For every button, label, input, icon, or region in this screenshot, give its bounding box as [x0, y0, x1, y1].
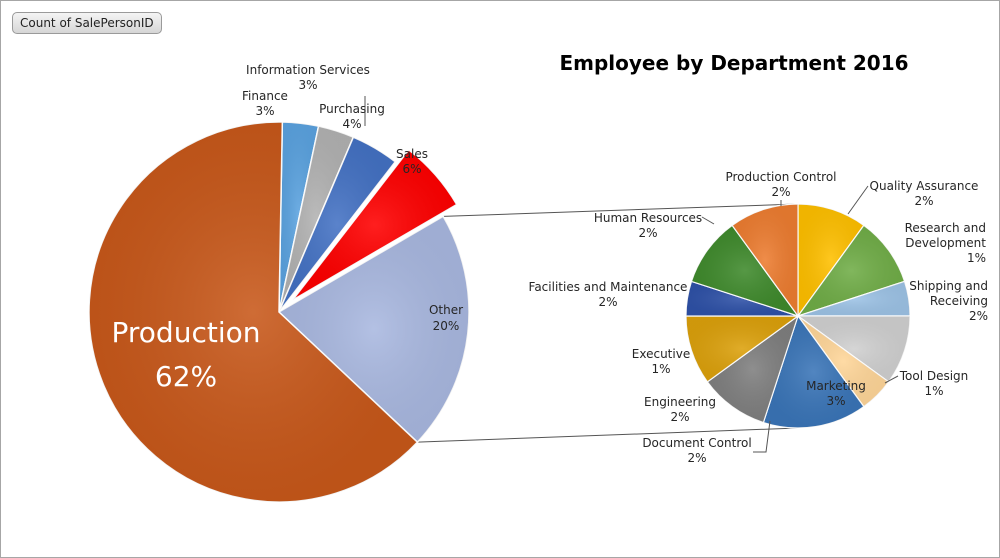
- data-label-facilities-and-maintenance: Facilities and Maintenance 2%: [529, 280, 688, 309]
- label-text-engineering: Engineering 2%: [644, 395, 716, 424]
- leader-line-human-resources: [701, 216, 715, 225]
- label-name: Marketing: [806, 379, 866, 393]
- label-percent: 6%: [402, 162, 421, 176]
- label-percent: 2%: [969, 309, 988, 323]
- label-text-marketing: Marketing 3%: [806, 379, 866, 408]
- label-text-document-control: Document Control 2%: [642, 436, 751, 465]
- label-text-facilities-and-maintenance: Facilities and Maintenance 2%: [529, 280, 688, 309]
- label-text-production-control: Production Control 2%: [725, 170, 836, 199]
- label-percent: 4%: [342, 117, 361, 131]
- main-pie: [88, 121, 470, 503]
- data-label-purchasing: Purchasing 4%: [319, 102, 385, 131]
- label-name: Production: [112, 316, 261, 349]
- pivot-field-button[interactable]: Count of SalePersonID: [12, 12, 162, 34]
- label-text-sales: Sales 6%: [396, 147, 428, 176]
- data-label-engineering: Engineering 2%: [644, 395, 716, 424]
- data-label-quality-assurance: Quality Assurance 2%: [847, 179, 979, 215]
- label-percent: 62%: [155, 360, 217, 393]
- label-percent: 1%: [651, 362, 670, 376]
- label-text-human-resources: Human Resources 2%: [594, 211, 702, 240]
- data-label-production-control: Production Control 2%: [725, 170, 837, 206]
- label-name: Sales: [396, 147, 428, 161]
- label-percent: 3%: [298, 78, 317, 92]
- data-label-other: Other 20%: [429, 303, 463, 333]
- data-label-human-resources: Human Resources 2%: [594, 211, 715, 240]
- label-name: Purchasing: [319, 102, 385, 116]
- label-percent: 2%: [914, 194, 933, 208]
- leader-line-document-control: [753, 420, 771, 453]
- connector-line-bottom: [417, 427, 799, 443]
- label-text-purchasing: Purchasing 4%: [319, 102, 385, 131]
- label-percent: 1%: [967, 251, 986, 265]
- label-percent: 2%: [598, 295, 617, 309]
- label-name: Information Services: [246, 63, 370, 77]
- label-text-information-services: Information Services 3%: [246, 63, 370, 92]
- label-name: Receiving: [930, 294, 988, 308]
- label-name: Development: [905, 236, 986, 250]
- leader-line-quality-assurance: [847, 185, 869, 215]
- label-name: Tool Design: [899, 369, 969, 383]
- label-text-quality-assurance: Quality Assurance 2%: [870, 179, 979, 208]
- data-label-production: Production 62%: [112, 316, 261, 393]
- label-name: Research and: [905, 221, 986, 235]
- label-percent: 3%: [255, 104, 274, 118]
- label-percent: 20%: [433, 319, 460, 333]
- label-name: Finance: [242, 89, 288, 103]
- label-text-shipping-and-receiving: Shipping and Receiving 2%: [909, 279, 988, 323]
- chart-title: Employee by Department 2016: [559, 51, 908, 75]
- label-name: Production Control: [725, 170, 836, 184]
- label-name: Shipping and: [909, 279, 988, 293]
- label-name: Facilities and Maintenance: [529, 280, 688, 294]
- label-name: Engineering: [644, 395, 716, 409]
- label-percent: 1%: [924, 384, 943, 398]
- data-label-finance: Finance 3%: [242, 89, 288, 118]
- data-label-shipping-and-receiving: Shipping and Receiving 2%: [909, 279, 988, 323]
- label-name: Executive: [632, 347, 690, 361]
- label-name: Other: [429, 303, 463, 317]
- data-label-document-control: Document Control 2%: [642, 420, 771, 465]
- data-label-research-and-development: Research and Development 1%: [905, 221, 987, 265]
- label-name: Document Control: [642, 436, 751, 450]
- leader-line-tool-design: [884, 375, 899, 384]
- label-name: Human Resources: [594, 211, 702, 225]
- label-text-research-and-development: Research and Development 1%: [905, 221, 987, 265]
- data-label-tool-design: Tool Design 1%: [884, 369, 969, 398]
- label-text-other: Other 20%: [429, 303, 463, 333]
- secondary-pie: [685, 203, 911, 429]
- data-labels: Finance 3%Information Services 3%Purchasin…: [112, 63, 988, 465]
- label-percent: 2%: [638, 226, 657, 240]
- data-label-sales: Sales 6%: [396, 147, 428, 176]
- label-text-executive: Executive 1%: [632, 347, 690, 376]
- label-text-tool-design: Tool Design 1%: [899, 369, 969, 398]
- label-percent: 2%: [771, 185, 790, 199]
- label-percent: 3%: [826, 394, 845, 408]
- label-name: Quality Assurance: [870, 179, 979, 193]
- data-label-executive: Executive 1%: [632, 347, 690, 376]
- label-text-production: Production 62%: [112, 316, 261, 393]
- data-label-information-services: Information Services 3%: [246, 63, 370, 126]
- label-text-finance: Finance 3%: [242, 89, 288, 118]
- label-percent: 2%: [687, 451, 706, 465]
- label-percent: 2%: [670, 410, 689, 424]
- data-label-marketing: Marketing 3%: [806, 379, 866, 408]
